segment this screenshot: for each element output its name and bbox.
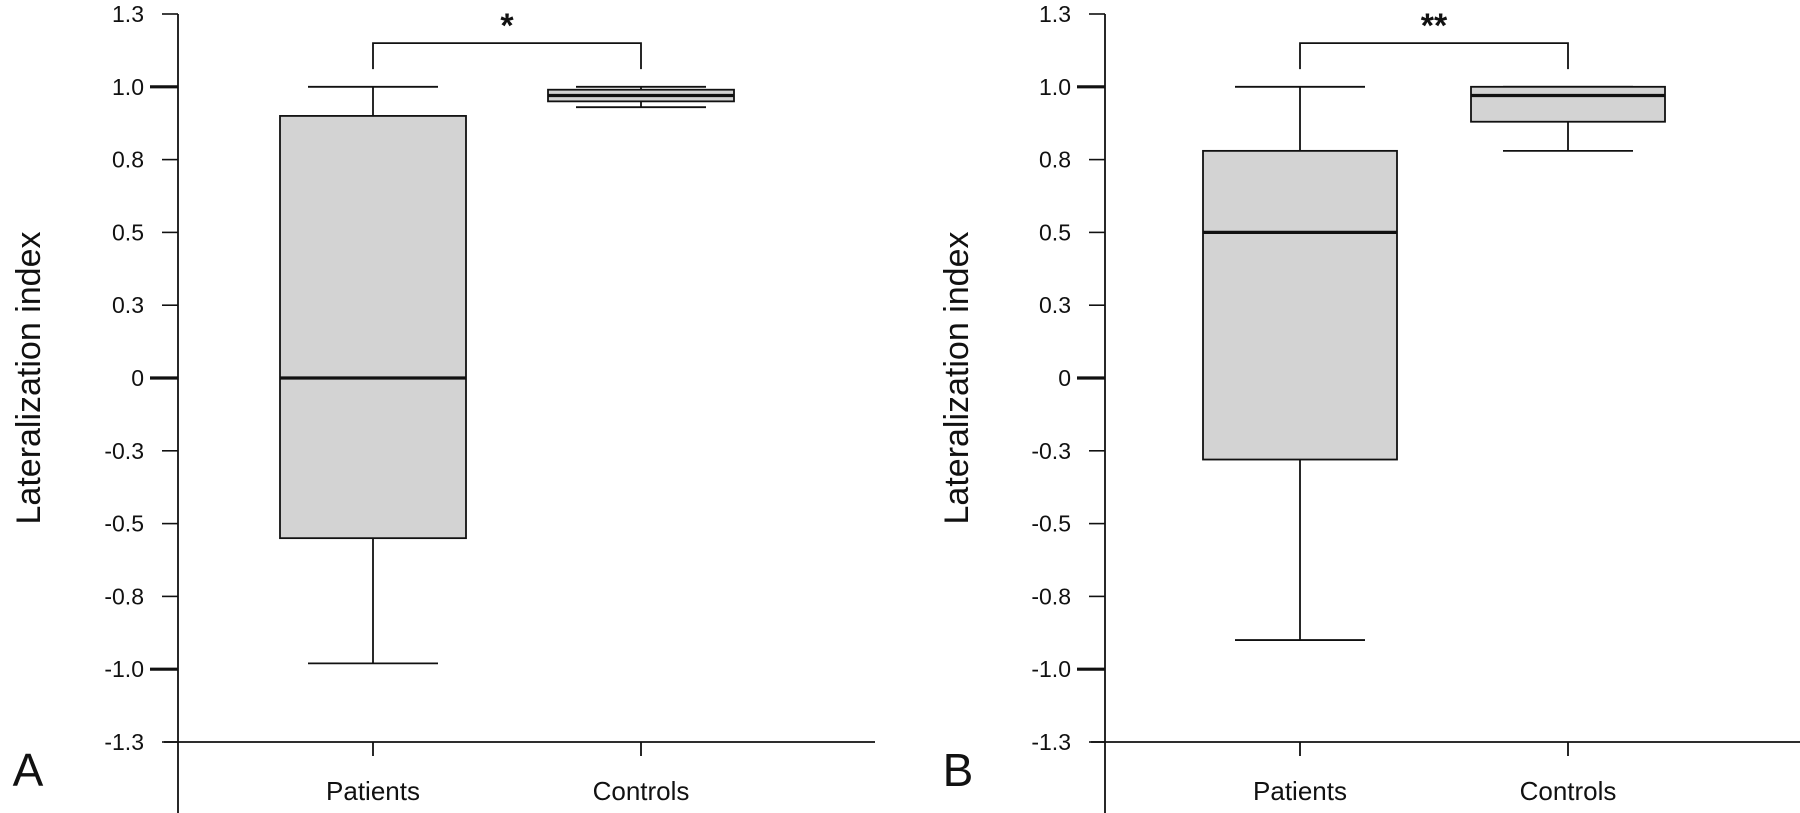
x-tick-label: Patients xyxy=(326,776,420,806)
panel-label: B xyxy=(943,744,974,796)
y-tick-label: 0.3 xyxy=(1039,292,1071,318)
y-tick-label: 1.0 xyxy=(112,74,144,100)
significance-label: ** xyxy=(1421,7,1448,45)
y-axis-title: Lateralization index xyxy=(10,232,48,525)
y-tick-label: 0 xyxy=(131,365,144,391)
box-patients xyxy=(1202,85,1398,641)
y-tick-label: 1.0 xyxy=(1039,74,1071,100)
y-tick-label: -1.0 xyxy=(1031,656,1071,682)
y-tick-label: -1.3 xyxy=(104,729,144,755)
box-iqr xyxy=(1470,85,1666,123)
y-tick-label: 0.5 xyxy=(112,219,144,245)
significance-label: * xyxy=(500,7,514,45)
y-tick-label: -0.8 xyxy=(104,583,144,609)
y-tick-label: 0.3 xyxy=(112,292,144,318)
significance-bracket xyxy=(372,42,642,70)
box-controls xyxy=(547,85,735,109)
chart-panel-b: 1.3 1.0 0.8 0.5 0.3 0 -0.3 -0.5 -0.8 -1.0 -1.3 Late… xyxy=(938,1,1800,813)
x-tick-label: Controls xyxy=(593,776,690,806)
y-tick-label: -0.5 xyxy=(1031,511,1071,537)
box-patients xyxy=(279,85,467,665)
y-tick-label: -0.8 xyxy=(1031,583,1071,609)
box-controls xyxy=(1470,85,1666,152)
box-iqr xyxy=(1202,149,1398,461)
y-axis-title: Lateralization index xyxy=(938,232,976,525)
y-tick-label: -0.3 xyxy=(104,438,144,464)
y-tick-label: 1.3 xyxy=(1039,1,1071,27)
y-tick-label: -0.3 xyxy=(1031,438,1071,464)
panel-label: A xyxy=(13,744,44,796)
box-iqr xyxy=(279,115,467,540)
x-tick-label: Patients xyxy=(1253,776,1347,806)
y-tick-label: 0.8 xyxy=(112,147,144,173)
y-tick-label: 0.5 xyxy=(1039,219,1071,245)
y-tick-label: 0 xyxy=(1058,365,1071,391)
x-tick-label: Controls xyxy=(1520,776,1617,806)
chart-panel-a: 1.3 1.0 0.8 0.5 0.3 0 -0.3 -0.5 -0.8 -1.0 -1.3 Late… xyxy=(10,1,875,813)
y-tick-label: -1.0 xyxy=(104,656,144,682)
y-tick-label: -0.5 xyxy=(104,511,144,537)
significance-bracket xyxy=(1299,42,1569,70)
y-tick-label: -1.3 xyxy=(1031,729,1071,755)
y-tick-label: 1.3 xyxy=(112,1,144,27)
y-tick-label: 0.8 xyxy=(1039,147,1071,173)
